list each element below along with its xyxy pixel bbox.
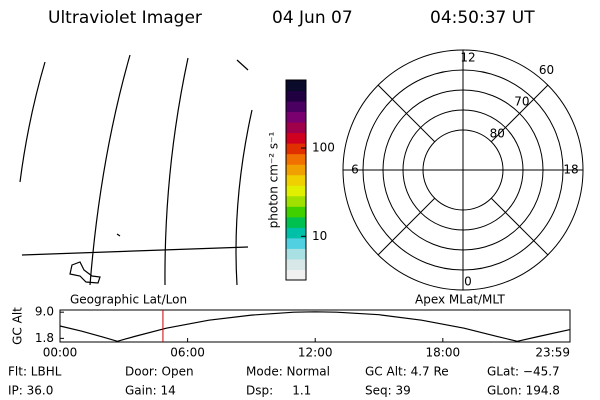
info-field: GLat: −45.7 bbox=[487, 365, 560, 379]
date: 04 Jun 07 bbox=[272, 8, 353, 28]
colorbar-tick-label: 100 bbox=[312, 141, 335, 155]
map-meridian bbox=[19, 61, 46, 183]
info-field: GLon: 194.8 bbox=[487, 384, 560, 398]
colorbar-segment bbox=[286, 269, 306, 281]
colorbar-segment bbox=[286, 143, 306, 155]
coastline bbox=[69, 261, 101, 284]
mlt-label: 18 bbox=[563, 163, 578, 177]
info-field: Mode: Normal bbox=[246, 365, 330, 379]
colorbar-segment bbox=[286, 164, 306, 176]
mlt-label: 6 bbox=[351, 163, 359, 177]
colorbar-segment bbox=[286, 258, 306, 270]
lat-label: 60 bbox=[539, 63, 554, 77]
map-meridian bbox=[236, 59, 249, 71]
mlt-label: 0 bbox=[464, 275, 472, 289]
info-field: Seq: 39 bbox=[365, 384, 411, 398]
x-tick-label: 00:00 bbox=[43, 346, 78, 360]
info-field: IP: 36.0 bbox=[8, 384, 53, 398]
colorbar-segment bbox=[286, 206, 306, 218]
x-tick-label: 12:00 bbox=[298, 346, 333, 360]
colorbar-segment bbox=[286, 185, 306, 197]
info-field: Door: Open bbox=[125, 365, 194, 379]
y-axis-label: GC Alt bbox=[11, 307, 25, 345]
colorbar-segment bbox=[286, 216, 306, 228]
colorbar-segment bbox=[286, 101, 306, 113]
instrument-title: Ultraviolet Imager bbox=[48, 8, 202, 28]
x-tick-label: 06:00 bbox=[170, 346, 205, 360]
info-field: Dsp: 1.1 bbox=[246, 384, 311, 398]
map-meridian bbox=[235, 109, 253, 286]
map-parallel bbox=[21, 246, 249, 256]
altitude-line bbox=[59, 311, 571, 342]
colorbar-segment bbox=[286, 90, 306, 102]
left-label: Geographic Lat/Lon bbox=[70, 293, 187, 307]
colorbar-segment bbox=[286, 153, 306, 165]
map-meridian bbox=[164, 57, 189, 286]
y-tick-label: 9.0 bbox=[35, 305, 54, 319]
colorbar-frame bbox=[285, 79, 307, 281]
colorbar-segment bbox=[286, 132, 306, 144]
colorbar-segment bbox=[286, 195, 306, 207]
x-tick-label: 18:00 bbox=[426, 346, 461, 360]
diagonal-line bbox=[490, 197, 549, 256]
colorbar-label: photon cm⁻² s⁻¹ bbox=[267, 131, 281, 228]
diagonal-line bbox=[490, 84, 549, 143]
info-field: Flt: LBHL bbox=[8, 365, 62, 379]
lat-label: 70 bbox=[514, 95, 529, 109]
colorbar-segment bbox=[286, 248, 306, 260]
time: 04:50:37 UT bbox=[430, 8, 535, 28]
colorbar-segment bbox=[286, 111, 306, 123]
info-field: Gain: 14 bbox=[125, 384, 176, 398]
colorbar-tick-label: 10 bbox=[312, 229, 327, 243]
map-meridian bbox=[89, 54, 131, 286]
colorbar-segment bbox=[286, 174, 306, 186]
colorbar-segment bbox=[286, 227, 306, 239]
geographic-map bbox=[19, 54, 253, 286]
colorbar-segment bbox=[286, 122, 306, 134]
mlt-label: 12 bbox=[460, 51, 475, 65]
colorbar-segment bbox=[286, 237, 306, 249]
x-tick-label: 23:59 bbox=[535, 346, 570, 360]
info-field: GC Alt: 4.7 Re bbox=[365, 365, 449, 379]
right-label: Apex MLat/MLT bbox=[415, 293, 505, 307]
colorbar-segment bbox=[286, 80, 306, 92]
lat-label: 80 bbox=[490, 126, 505, 140]
diagonal-line bbox=[377, 84, 436, 143]
coastline bbox=[116, 233, 121, 237]
y-tick-label: 1.8 bbox=[35, 331, 54, 345]
diagonal-line bbox=[377, 197, 436, 256]
